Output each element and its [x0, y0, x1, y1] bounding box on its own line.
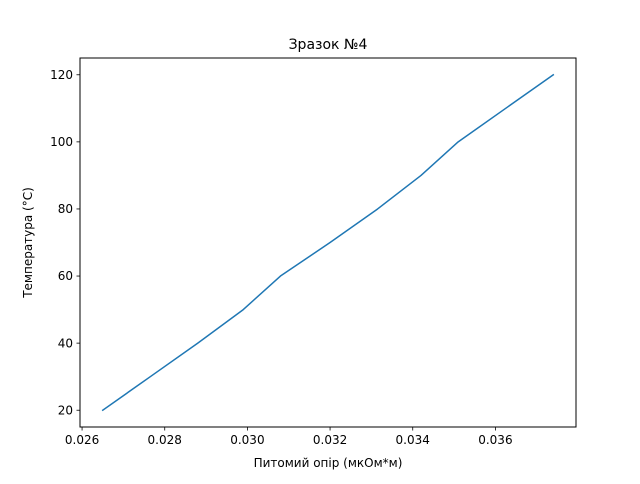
x-axis-label: Питомий опір (мкОм*м) — [254, 456, 403, 470]
x-tick-label: 0.034 — [396, 433, 430, 447]
chart-title: Зразок №4 — [289, 37, 368, 53]
x-tick-label: 0.036 — [478, 433, 512, 447]
y-tick-label: 60 — [58, 269, 73, 283]
y-tick-label: 20 — [58, 403, 73, 417]
x-tick-label: 0.026 — [65, 433, 99, 447]
y-tick-label: 80 — [58, 202, 73, 216]
x-tick-label: 0.032 — [313, 433, 347, 447]
y-axis-label: Температура (°C) — [21, 187, 35, 299]
series-line-0 — [101, 73, 555, 412]
x-tick-label: 0.030 — [230, 433, 264, 447]
series-layer — [101, 73, 555, 412]
y-tick-label: 40 — [58, 336, 73, 350]
x-axis-ticks: 0.026 0.028 0.030 0.032 0.034 0.036 — [65, 427, 513, 447]
y-tick-label: 120 — [50, 68, 73, 82]
x-tick-label: 0.028 — [148, 433, 182, 447]
y-axis-ticks: 20 40 60 80 100 120 — [50, 68, 80, 417]
y-tick-label: 100 — [50, 135, 73, 149]
plot-frame — [79, 57, 577, 428]
